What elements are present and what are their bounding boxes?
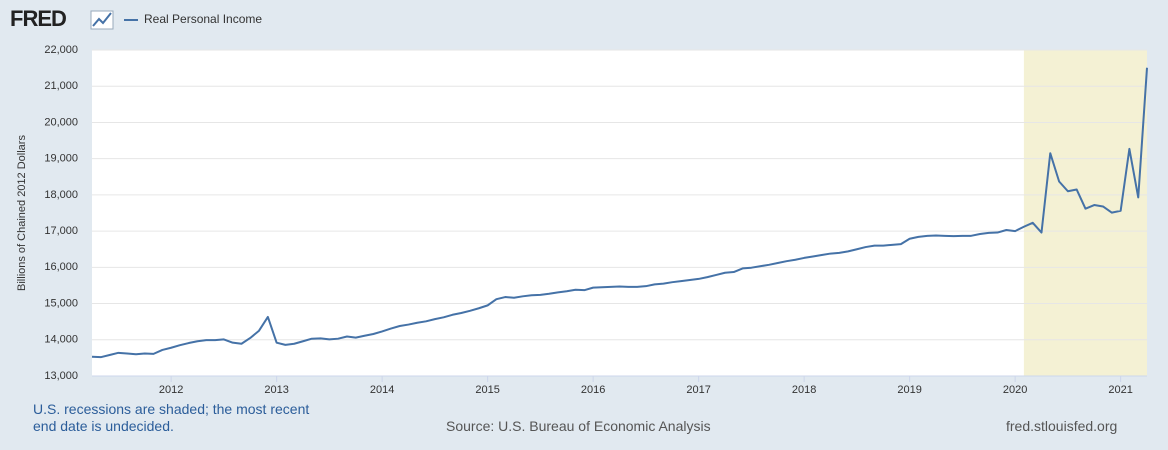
recession-note: U.S. recessions are shaded; the most rec… (33, 401, 310, 434)
y-tick-label: 21,000 (44, 80, 78, 92)
plot-area (92, 50, 1147, 376)
x-tick-label: 2021 (1108, 384, 1132, 396)
y-tick-label: 17,000 (44, 225, 78, 237)
x-tick-label: 2020 (1003, 384, 1027, 396)
site: fred.stlouisfed.org (1006, 418, 1118, 434)
y-tick-label: 19,000 (44, 153, 78, 165)
y-tick-label: 18,000 (44, 189, 78, 201)
source: Source: U.S. Bureau of Economic Analysis (446, 418, 711, 434)
y-axis-label: Billions of Chained 2012 Dollars (16, 135, 28, 291)
y-tick-label: 20,000 (44, 116, 78, 128)
x-tick-label: 2018 (792, 384, 816, 396)
x-tick-label: 2017 (686, 384, 710, 396)
x-tick-label: 2012 (159, 384, 183, 396)
data-line (91, 67, 1148, 359)
x-tick-label: 2015 (475, 384, 499, 396)
x-tick-label: 2019 (897, 384, 921, 396)
y-tick-label: 22,000 (44, 44, 78, 56)
logo-icon (90, 10, 114, 30)
y-tick-label: 13,000 (44, 370, 78, 382)
logo: FRED (10, 6, 66, 31)
x-tick-label: 2013 (264, 384, 288, 396)
y-tick-label: 15,000 (44, 297, 78, 309)
y-tick-label: 14,000 (44, 334, 78, 346)
x-tick-label: 2014 (370, 384, 394, 396)
recession-shade (1023, 50, 1147, 376)
legend-label: Real Personal Income (144, 12, 262, 26)
y-tick-label: 16,000 (44, 261, 78, 273)
x-tick-label: 2016 (581, 384, 605, 396)
